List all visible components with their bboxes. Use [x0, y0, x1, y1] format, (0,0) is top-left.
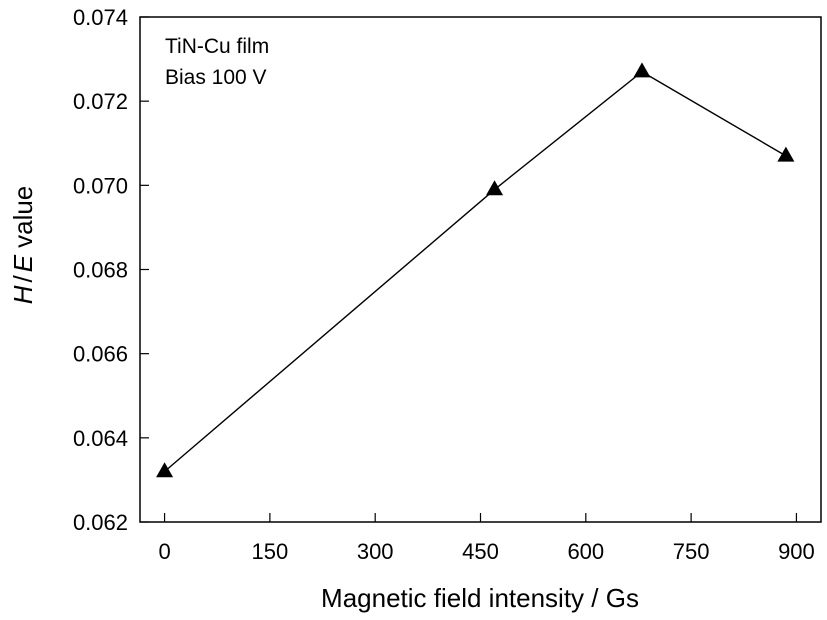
x-tick-label: 750 — [673, 539, 710, 564]
x-tick-label: 900 — [778, 539, 815, 564]
x-tick-label: 0 — [158, 539, 170, 564]
y-tick-label: 0.070 — [73, 173, 128, 198]
y-axis-title-h: H — [8, 285, 38, 304]
data-point-3 — [777, 146, 795, 162]
axis-tick-labels: 0 150 300 450 600 750 900 0.062 0.064 0.066 0.068 0… — [73, 5, 815, 564]
series-line-0 — [164, 70, 787, 473]
x-axis-title: Magnetic field intensity / Gs — [321, 583, 639, 613]
data-point-2 — [633, 62, 651, 78]
x-tick-label: 150 — [252, 539, 289, 564]
data-series — [156, 62, 795, 478]
x-tick-label: 450 — [462, 539, 499, 564]
y-tick-label: 0.062 — [73, 510, 128, 535]
data-point-1 — [486, 180, 504, 196]
data-point-0 — [156, 462, 174, 478]
x-tick-label: 600 — [567, 539, 604, 564]
y-tick-label: 0.068 — [73, 258, 128, 283]
y-axis-title-sep: / — [8, 274, 38, 282]
y-tick-label: 0.066 — [73, 342, 128, 367]
annotation-film: TiN-Cu film — [165, 35, 269, 58]
y-axis-title: H / Evalue — [8, 186, 38, 305]
annotation-bias: Bias 100 V — [165, 66, 267, 89]
y-axis-title-e: E — [8, 254, 38, 272]
plot-frame — [139, 16, 822, 523]
y-tick-label: 0.074 — [73, 5, 128, 30]
y-tick-label: 0.064 — [73, 426, 128, 451]
axis-ticks — [140, 16, 798, 523]
y-axis-title-rest: value — [8, 186, 38, 248]
x-tick-label: 300 — [357, 539, 394, 564]
y-tick-label: 0.072 — [73, 89, 128, 114]
